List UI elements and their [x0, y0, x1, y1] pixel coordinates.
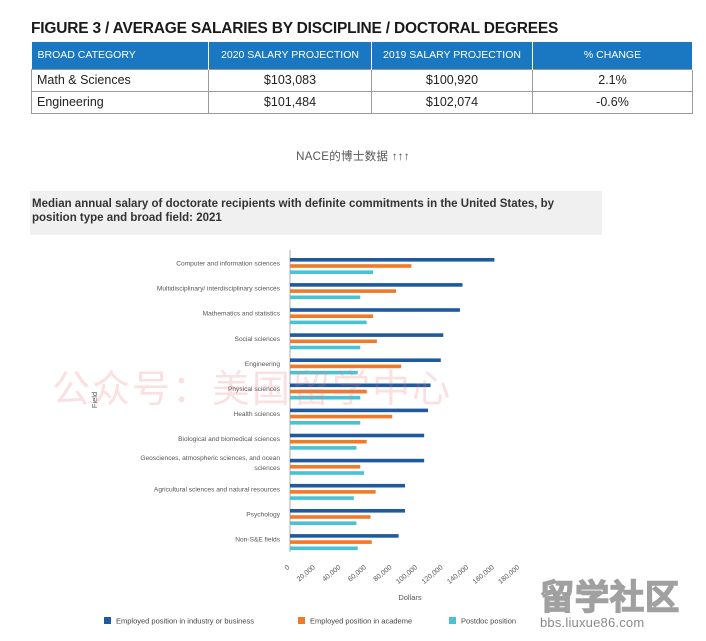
category-label: Engineering — [245, 361, 281, 368]
bar-academe — [290, 515, 371, 519]
table-cell: -0.6% — [532, 90, 693, 114]
salary-table: BROAD CATEGORY 2020 SALARY PROJECTION 20… — [31, 42, 693, 114]
bar-industry — [290, 408, 428, 413]
bar-academe — [290, 414, 393, 419]
bar-postdoc — [290, 270, 374, 274]
table-row: Math & Sciences $103,083 $100,920 2.1% — [31, 68, 693, 92]
bar-academe — [290, 289, 397, 293]
bar-academe — [290, 439, 367, 444]
x-tick-label: 40,000 — [321, 564, 342, 583]
category-label: Psychology — [246, 512, 280, 519]
legend-swatch — [449, 617, 456, 624]
bar-industry — [290, 283, 463, 287]
data-source-caption: NACE的博士数据 ↑↑↑ — [296, 151, 410, 163]
x-tick-label: 120,000 — [421, 564, 445, 586]
category-label: Agricultural sciences and natural resour… — [154, 486, 281, 493]
bar-academe — [290, 264, 412, 268]
bar-industry — [290, 458, 425, 463]
bar-postdoc — [290, 546, 358, 551]
x-tick-label: 0 — [284, 564, 292, 572]
bar-postdoc — [290, 521, 357, 525]
bar-postdoc — [290, 370, 358, 375]
x-tick-label: 100,000 — [395, 564, 419, 586]
bar-industry — [290, 358, 441, 362]
table-header-row: BROAD CATEGORY 2020 SALARY PROJECTION 20… — [31, 42, 693, 69]
bar-postdoc — [290, 421, 361, 425]
column-header: BROAD CATEGORY — [31, 42, 209, 69]
legend-label: Postdoc position — [461, 617, 516, 626]
x-tick-label: 20,000 — [296, 564, 317, 583]
bar-industry — [290, 509, 405, 513]
bar-academe — [290, 339, 377, 344]
bar-postdoc — [290, 295, 361, 300]
bar-postdoc — [290, 320, 367, 325]
category-label: Multidisciplinary/ interdisciplinary sci… — [157, 286, 281, 293]
bar-industry — [290, 534, 399, 538]
table-cell: $101,484 — [208, 90, 372, 114]
y-axis-title: Field — [90, 392, 99, 408]
bar-industry — [290, 433, 425, 438]
x-axis-title: Dollars — [398, 593, 422, 602]
column-header: % CHANGE — [532, 42, 693, 69]
bar-academe — [290, 389, 367, 394]
table-cell: Math & Sciences — [31, 68, 209, 92]
bar-industry — [290, 333, 444, 337]
chart-title: Median annual salary of doctorate recipi… — [32, 198, 555, 224]
table-cell: Engineering — [31, 90, 209, 114]
table-row: Engineering $101,484 $102,074 -0.6% — [31, 90, 693, 114]
legend-swatch — [104, 617, 111, 624]
category-label: Physical sciences — [228, 386, 281, 393]
category-label: Social sciences — [235, 336, 281, 343]
category-label: Computer and information sciences — [176, 261, 280, 268]
bar-postdoc — [290, 496, 354, 500]
column-header: 2019 SALARY PROJECTION — [371, 42, 533, 69]
bar-academe — [290, 314, 374, 318]
bar-industry — [290, 383, 431, 388]
x-tick-label: 60,000 — [347, 564, 368, 583]
bar-industry — [290, 483, 405, 488]
category-label: Biological and biomedical sciences — [178, 436, 281, 443]
category-label: Geosciences, atmospheric sciences, and o… — [140, 455, 280, 472]
x-tick-label: 80,000 — [373, 564, 394, 583]
bar-industry — [290, 258, 495, 262]
legend-label: Employed position in industry or busines… — [116, 617, 254, 626]
bar-postdoc — [290, 471, 365, 475]
x-tick-label: 180,000 — [497, 564, 521, 586]
legend-swatch — [298, 617, 305, 624]
bar-industry — [290, 308, 460, 312]
legend-label: Employed position in academe — [310, 617, 412, 626]
bar-academe — [290, 364, 402, 369]
bar-postdoc — [290, 446, 357, 450]
bar-academe — [290, 465, 361, 469]
category-label: Health sciences — [233, 411, 280, 418]
bar-postdoc — [290, 395, 361, 400]
x-tick-label: 160,000 — [472, 564, 496, 586]
bar-academe — [290, 490, 376, 494]
table-cell: $100,920 — [371, 68, 533, 92]
column-header: 2020 SALARY PROJECTION — [208, 42, 372, 69]
category-label: Mathematics and statistics — [203, 311, 281, 318]
bar-postdoc — [290, 345, 361, 350]
category-label: Non-S&E fields — [235, 537, 280, 544]
bar-academe — [290, 540, 372, 544]
table-cell: $102,074 — [371, 90, 533, 114]
figure-title: FIGURE 3 / AVERAGE SALARIES BY DISCIPLIN… — [31, 20, 559, 37]
x-tick-label: 140,000 — [446, 564, 470, 586]
